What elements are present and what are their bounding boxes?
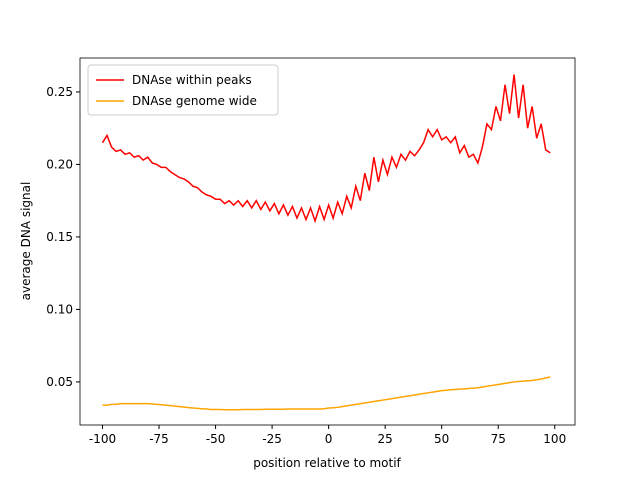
y-tick-label: 0.10 xyxy=(46,302,73,316)
x-tick-label: -100 xyxy=(89,432,116,446)
x-tick-label: 0 xyxy=(325,432,333,446)
x-tick-label: 50 xyxy=(434,432,449,446)
x-tick-label: 75 xyxy=(491,432,506,446)
x-tick-label: -75 xyxy=(149,432,169,446)
y-tick-label: 0.05 xyxy=(46,375,73,389)
x-axis-label: position relative to motif xyxy=(253,456,401,470)
legend-label: DNAse within peaks xyxy=(132,73,252,87)
x-tick-label: 25 xyxy=(378,432,393,446)
legend-label: DNAse genome wide xyxy=(132,94,257,108)
legend-box xyxy=(87,64,279,116)
data-line xyxy=(102,376,551,411)
y-tick-label: 0.15 xyxy=(46,230,73,244)
y-tick-label: 0.25 xyxy=(46,85,73,99)
x-tick-label: -50 xyxy=(206,432,226,446)
plot-frame xyxy=(79,57,576,426)
data-line xyxy=(101,74,551,224)
x-tick-label: 100 xyxy=(543,432,566,446)
x-tick-label: -25 xyxy=(262,432,282,446)
y-axis-label: average DNA signal xyxy=(19,182,33,301)
y-tick-label: 0.20 xyxy=(46,157,73,171)
